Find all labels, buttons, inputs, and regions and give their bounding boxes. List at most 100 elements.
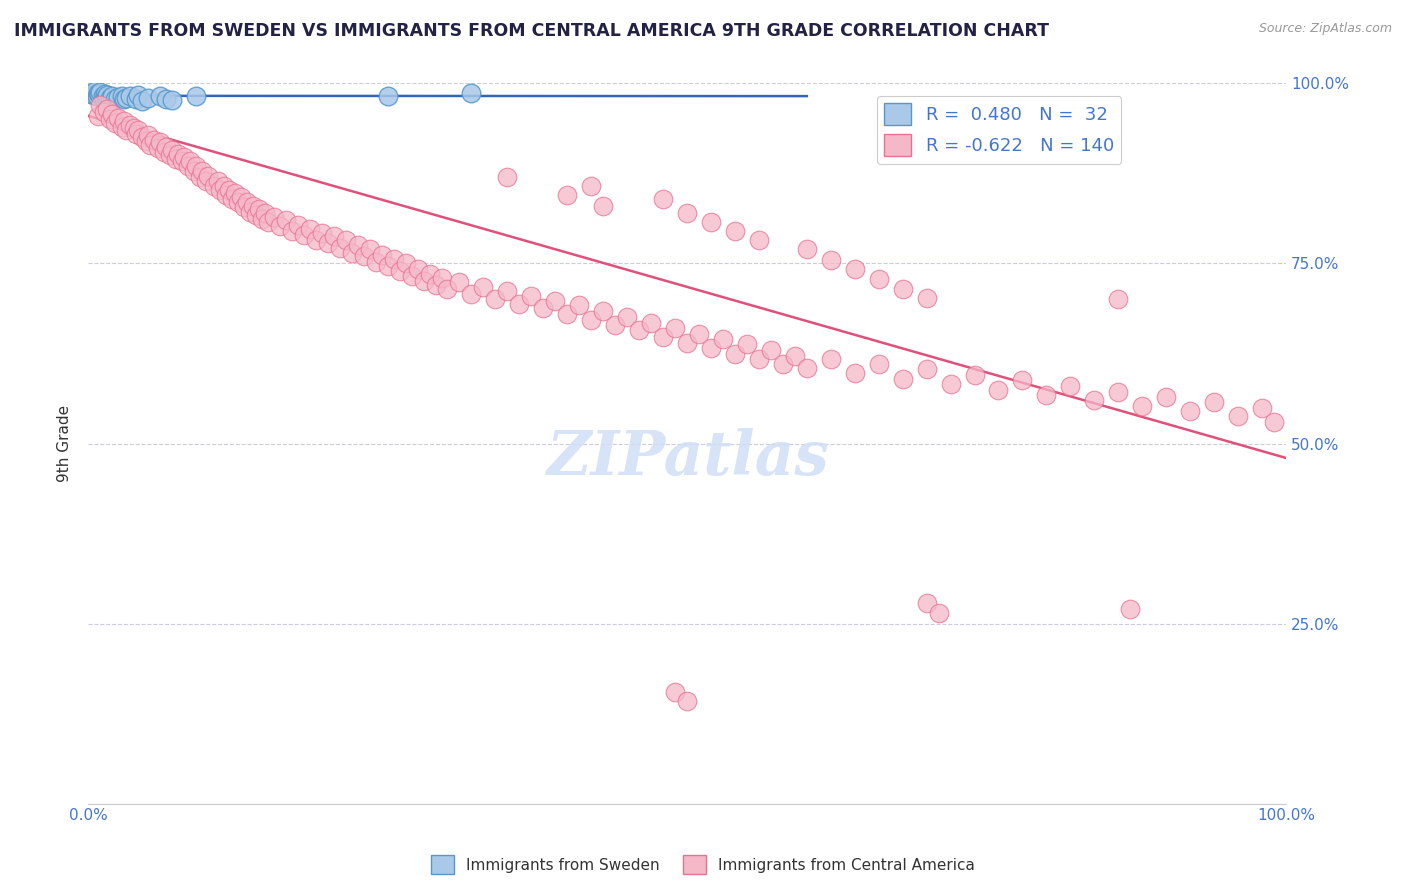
- Point: [103, 116, 125, 130]
- Point: [472, 279, 495, 293]
- Point: [340, 245, 363, 260]
- Point: [135, 134, 157, 148]
- Point: [221, 192, 243, 206]
- Point: [184, 159, 207, 173]
- Point: [298, 222, 321, 236]
- Point: [197, 169, 219, 183]
- Point: [159, 148, 181, 162]
- Point: [107, 111, 129, 125]
- Point: [1251, 401, 1274, 415]
- Point: [640, 316, 662, 330]
- Point: [155, 91, 177, 105]
- Point: [94, 90, 117, 104]
- Point: [83, 87, 105, 102]
- Point: [184, 89, 207, 103]
- Point: [748, 351, 770, 366]
- Point: [335, 234, 357, 248]
- Point: [89, 85, 111, 99]
- Point: [86, 89, 108, 103]
- Point: [820, 252, 842, 267]
- Point: [508, 297, 530, 311]
- Point: [496, 170, 519, 185]
- Point: [111, 120, 134, 134]
- Point: [149, 88, 172, 103]
- Point: [401, 269, 423, 284]
- Point: [127, 123, 149, 137]
- Point: [115, 91, 138, 105]
- Point: [226, 195, 249, 210]
- Point: [112, 114, 135, 128]
- Point: [218, 183, 240, 197]
- Point: [425, 278, 447, 293]
- Point: [987, 383, 1010, 397]
- Point: [418, 267, 440, 281]
- Point: [91, 88, 114, 103]
- Point: [394, 256, 416, 270]
- Point: [239, 204, 262, 219]
- Point: [155, 140, 177, 154]
- Point: [676, 335, 699, 350]
- Point: [215, 188, 238, 202]
- Point: [250, 211, 273, 226]
- Point: [202, 178, 225, 193]
- Point: [165, 152, 187, 166]
- Point: [688, 327, 710, 342]
- Point: [160, 93, 183, 107]
- Point: [388, 263, 411, 277]
- Point: [412, 274, 434, 288]
- Point: [544, 293, 567, 308]
- Point: [1263, 415, 1285, 429]
- Point: [364, 255, 387, 269]
- Point: [112, 92, 135, 106]
- Point: [1107, 384, 1129, 399]
- Point: [87, 86, 110, 100]
- Point: [125, 91, 148, 105]
- Point: [844, 366, 866, 380]
- Point: [700, 215, 723, 229]
- Point: [370, 248, 392, 262]
- Point: [269, 219, 291, 233]
- Point: [939, 377, 962, 392]
- Point: [125, 127, 148, 141]
- Point: [449, 275, 471, 289]
- Point: [179, 154, 201, 169]
- Point: [188, 170, 211, 185]
- Point: [101, 106, 124, 120]
- Point: [139, 137, 162, 152]
- Point: [484, 293, 506, 307]
- Point: [915, 362, 938, 376]
- Y-axis label: 9th Grade: 9th Grade: [58, 405, 72, 482]
- Text: Source: ZipAtlas.com: Source: ZipAtlas.com: [1258, 22, 1392, 36]
- Point: [1130, 399, 1153, 413]
- Point: [891, 282, 914, 296]
- Point: [436, 282, 458, 296]
- Point: [80, 85, 103, 99]
- Point: [274, 213, 297, 227]
- Point: [311, 226, 333, 240]
- Point: [236, 195, 259, 210]
- Point: [531, 301, 554, 315]
- Point: [167, 147, 190, 161]
- Point: [103, 91, 125, 105]
- Point: [963, 368, 986, 383]
- Point: [359, 242, 381, 256]
- Point: [820, 351, 842, 366]
- Point: [98, 91, 121, 105]
- Text: IMMIGRANTS FROM SWEDEN VS IMMIGRANTS FROM CENTRAL AMERICA 9TH GRADE CORRELATION : IMMIGRANTS FROM SWEDEN VS IMMIGRANTS FRO…: [14, 22, 1049, 40]
- Point: [1227, 409, 1250, 424]
- Point: [146, 141, 169, 155]
- Point: [120, 89, 142, 103]
- Point: [329, 241, 352, 255]
- Point: [292, 227, 315, 242]
- Point: [581, 312, 603, 326]
- Point: [136, 128, 159, 143]
- Point: [652, 192, 675, 206]
- Point: [208, 183, 231, 197]
- Point: [353, 249, 375, 263]
- Point: [592, 304, 614, 318]
- Point: [115, 123, 138, 137]
- Point: [143, 133, 166, 147]
- Point: [711, 332, 734, 346]
- Point: [96, 87, 118, 102]
- Point: [194, 174, 217, 188]
